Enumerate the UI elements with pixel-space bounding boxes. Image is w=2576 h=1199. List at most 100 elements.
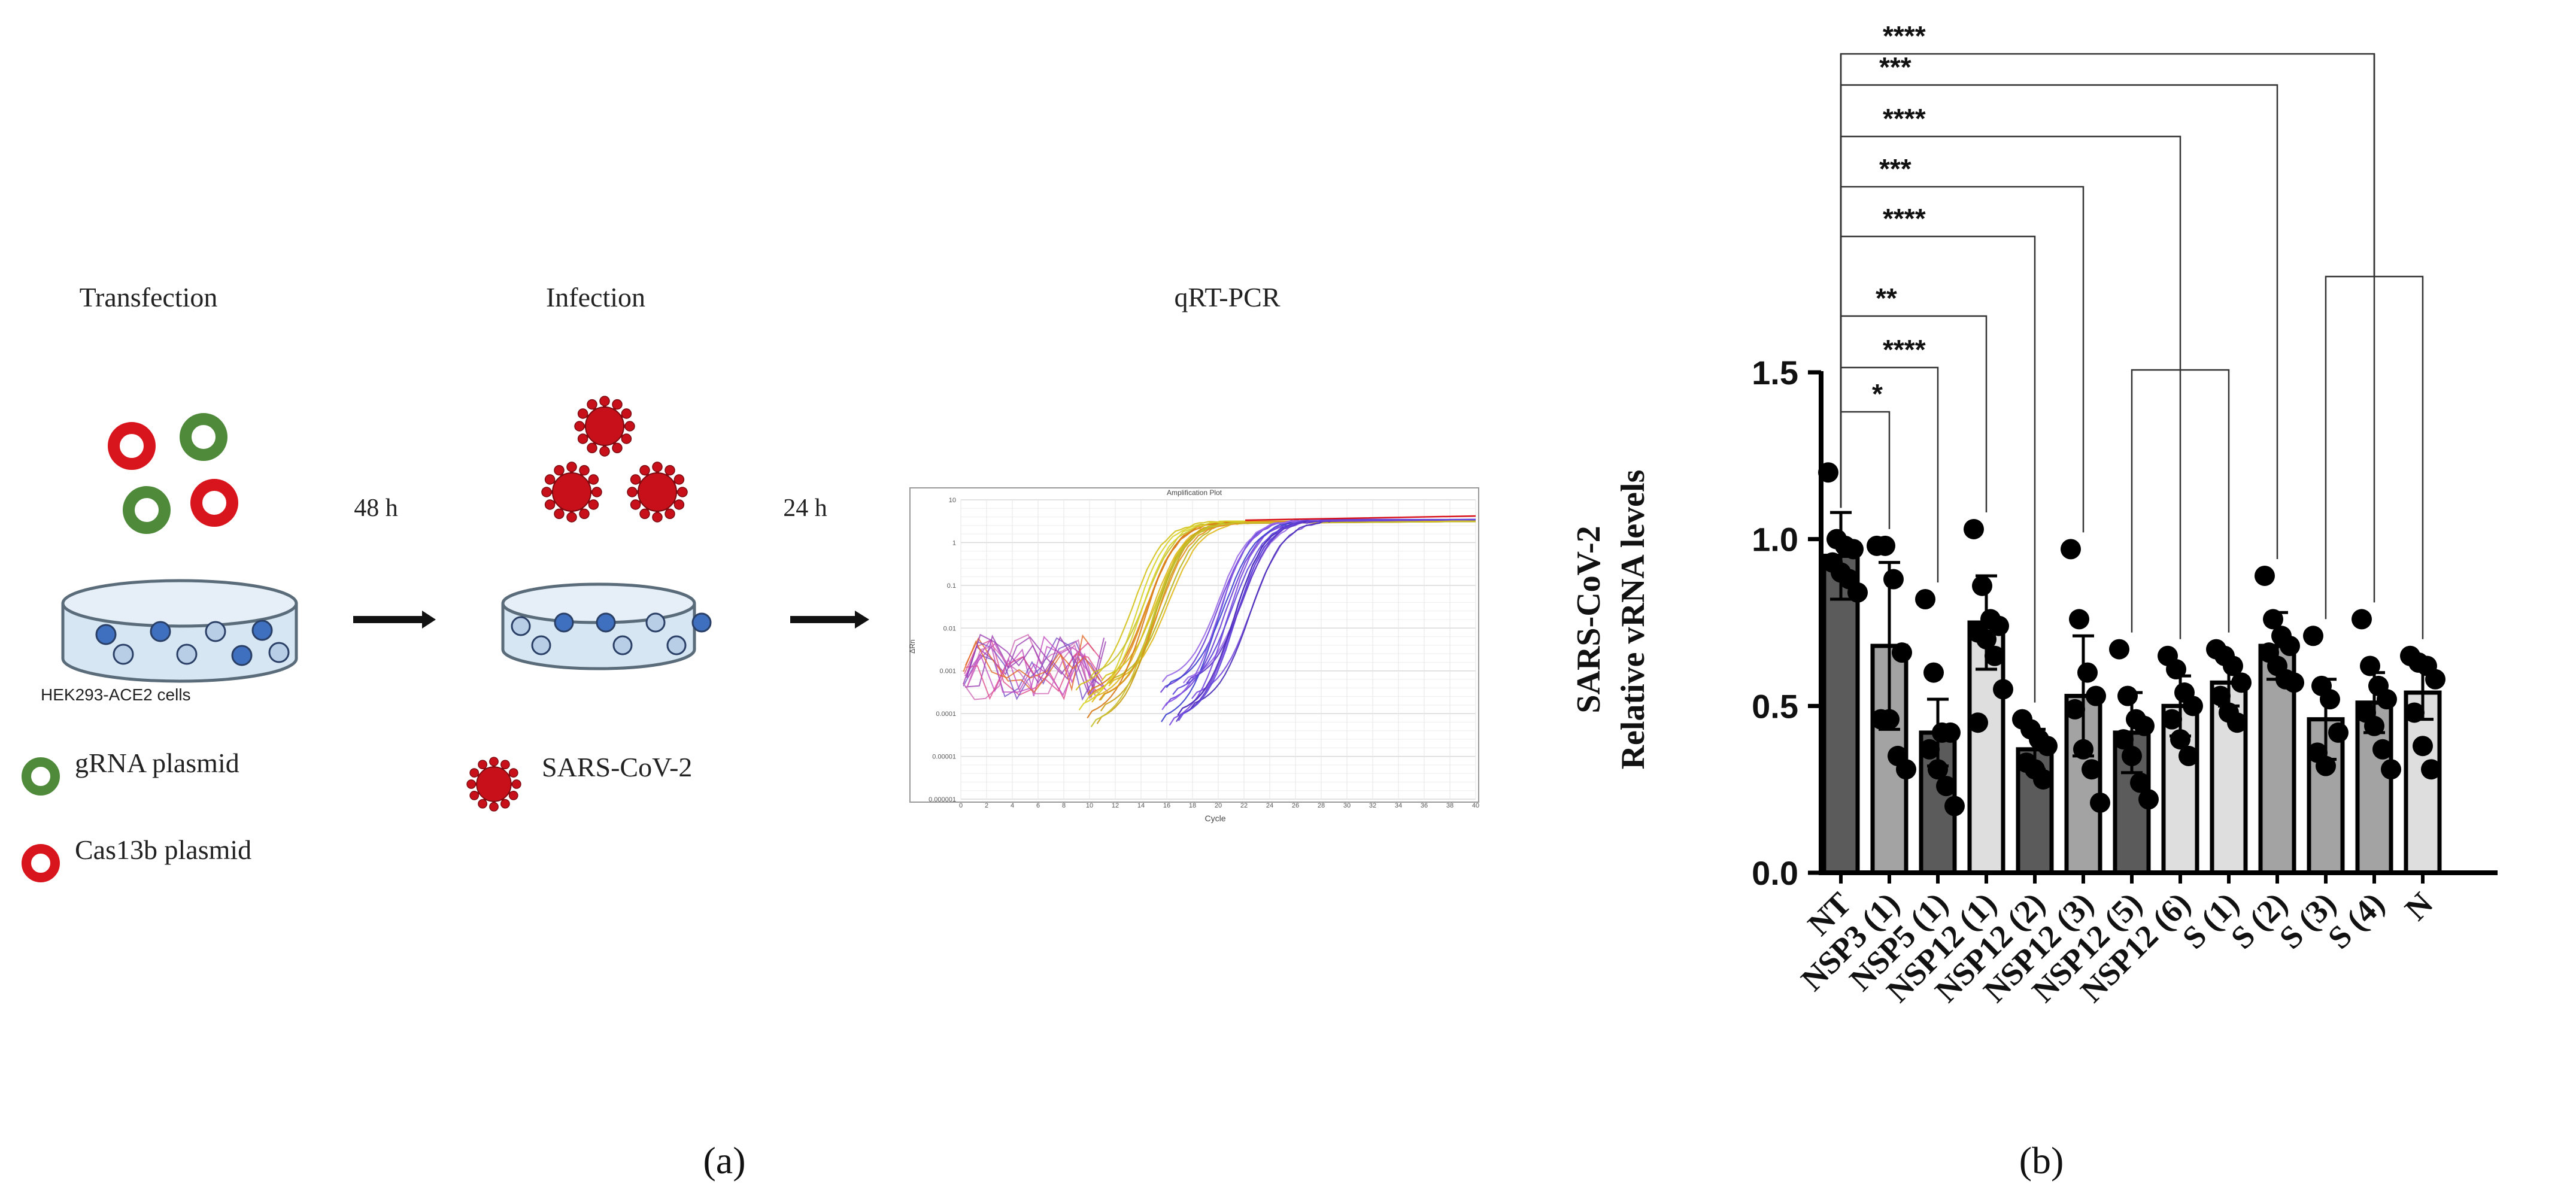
step-label-qrt-pcr: qRT-PCR <box>1174 282 1280 312</box>
significance-label: **** <box>1883 334 1926 365</box>
data-point <box>1892 642 1912 663</box>
amp-y-tick-label: 0.00001 <box>932 754 956 761</box>
error-bars <box>1830 511 2434 775</box>
group-bracket <box>2131 369 2230 633</box>
error-bar-8 <box>2218 657 2240 708</box>
amp-x-tick-label: 28 <box>1318 802 1325 809</box>
amp-x-tick-label: 4 <box>1011 802 1014 809</box>
error-bar-6 <box>2121 691 2143 775</box>
data-point <box>2037 736 2058 757</box>
amplification-plot: Amplification Plot Cycle ΔRn 10 1 0.1 0.01 0… <box>908 487 1479 823</box>
data-point <box>2077 662 2098 683</box>
amp-plot-y-ticks: 10 1 0.1 0.01 0.001 0.0001 0.00001 0.000001 <box>929 497 956 803</box>
data-point <box>2069 609 2089 630</box>
virus-icon <box>541 462 602 523</box>
y-tick-label: 1.0 <box>1752 521 1798 558</box>
data-point <box>2328 722 2349 743</box>
amp-x-tick-label: 10 <box>1086 802 1093 809</box>
error-bar-3 <box>1976 574 1997 671</box>
amp-y-tick-label: 10 <box>949 497 956 504</box>
data-point <box>2109 639 2129 660</box>
amp-x-tick-label: 8 <box>1062 802 1066 809</box>
data-point <box>2033 769 2053 790</box>
arrow-icon <box>790 611 869 629</box>
amp-plot-x-ticks: 0 2 4 6 8 10 12 14 16 18 20 22 24 26 28 30 32 34 36 38 40 <box>959 802 1479 809</box>
amp-x-tick-label: 34 <box>1395 802 1402 809</box>
virus-icon <box>574 396 635 457</box>
data-point <box>1968 712 1988 733</box>
data-point <box>2255 565 2275 586</box>
data-point <box>2138 789 2159 810</box>
data-point <box>1964 518 1984 539</box>
data-point <box>1843 539 1864 560</box>
panel-a-caption: (a) <box>703 1139 745 1182</box>
amp-plot-curves <box>962 515 1476 728</box>
error-bar-10 <box>2315 678 2337 761</box>
data-point <box>1972 575 1992 596</box>
arrow-label-24h: 24 h <box>783 494 827 522</box>
legend-grna: gRNA plasmid <box>22 748 239 796</box>
data-point <box>2303 626 2323 646</box>
data-point <box>1896 759 1916 780</box>
y-tick-label: 0.5 <box>1752 687 1798 725</box>
amp-x-tick-label: 12 <box>1112 802 1119 809</box>
significance-bracket: *** <box>1840 153 2085 533</box>
data-point <box>1919 739 1940 760</box>
amp-x-tick-label: 24 <box>1266 802 1273 809</box>
amp-x-tick-label: 2 <box>985 802 988 809</box>
data-point <box>2231 672 2252 693</box>
data-point <box>2113 729 2134 750</box>
data-point <box>2360 655 2380 676</box>
data-point <box>2065 699 2085 720</box>
data-point <box>2377 689 2397 710</box>
data-point <box>1875 535 1895 556</box>
error-bar-1 <box>1879 561 1900 731</box>
data-point <box>1985 645 2005 666</box>
significance-bracket: ** <box>1840 283 1988 512</box>
arrow-label-48h: 48 h <box>354 494 398 522</box>
data-point <box>2352 609 2372 630</box>
data-point <box>1936 776 1956 797</box>
legend-grna-label: gRNA plasmid <box>75 748 239 778</box>
amp-plot-xlabel: Cycle <box>1204 814 1225 823</box>
grna-plasmid-icon <box>180 413 227 461</box>
data-point <box>2061 539 2081 560</box>
y-tick-label: 0.0 <box>1752 854 1798 892</box>
amp-plot-ylabel: ΔRn <box>908 639 917 653</box>
x-tick-label: N <box>2398 885 2440 927</box>
data-point <box>2421 759 2441 780</box>
amp-x-tick-label: 20 <box>1215 802 1222 809</box>
cas13b-plasmid-icon <box>190 479 238 527</box>
data-point <box>1944 796 1965 816</box>
amp-x-tick-label: 26 <box>1292 802 1299 809</box>
data-point <box>2320 689 2340 710</box>
amp-y-tick-label: 0.000001 <box>929 796 956 803</box>
amp-y-tick-label: 0.0001 <box>936 711 956 718</box>
data-point <box>2117 685 2138 706</box>
data-point <box>2284 672 2304 693</box>
cell-line-label: HEK293-ACE2 cells <box>41 685 191 704</box>
step-label-transfection: Transfection <box>80 282 218 312</box>
error-bar-2 <box>1927 697 1949 768</box>
legend-cas13b-label: Cas13b plasmid <box>75 834 251 865</box>
amp-y-tick-label: 1 <box>952 539 956 547</box>
error-bar-7 <box>2170 674 2191 737</box>
significance-brackets: ************************* <box>1840 20 2424 703</box>
data-point <box>2166 659 2186 680</box>
legend-cas13b: Cas13b plasmid <box>22 834 251 882</box>
error-bar-9 <box>2266 611 2288 681</box>
grna-plasmid-icon <box>22 757 60 796</box>
data-point <box>1915 588 1935 609</box>
error-bar-5 <box>2073 634 2094 758</box>
significance-label: *** <box>1879 153 1911 184</box>
amp-x-tick-label: 0 <box>959 802 963 809</box>
data-point <box>2210 685 2231 706</box>
data-point <box>2170 729 2190 750</box>
data-point <box>2425 669 2445 690</box>
data-point <box>2090 792 2110 813</box>
data-point <box>2082 759 2102 780</box>
data-point <box>1928 759 1948 780</box>
grna-plasmid-icon <box>123 486 171 534</box>
amp-x-tick-label: 14 <box>1137 802 1145 809</box>
